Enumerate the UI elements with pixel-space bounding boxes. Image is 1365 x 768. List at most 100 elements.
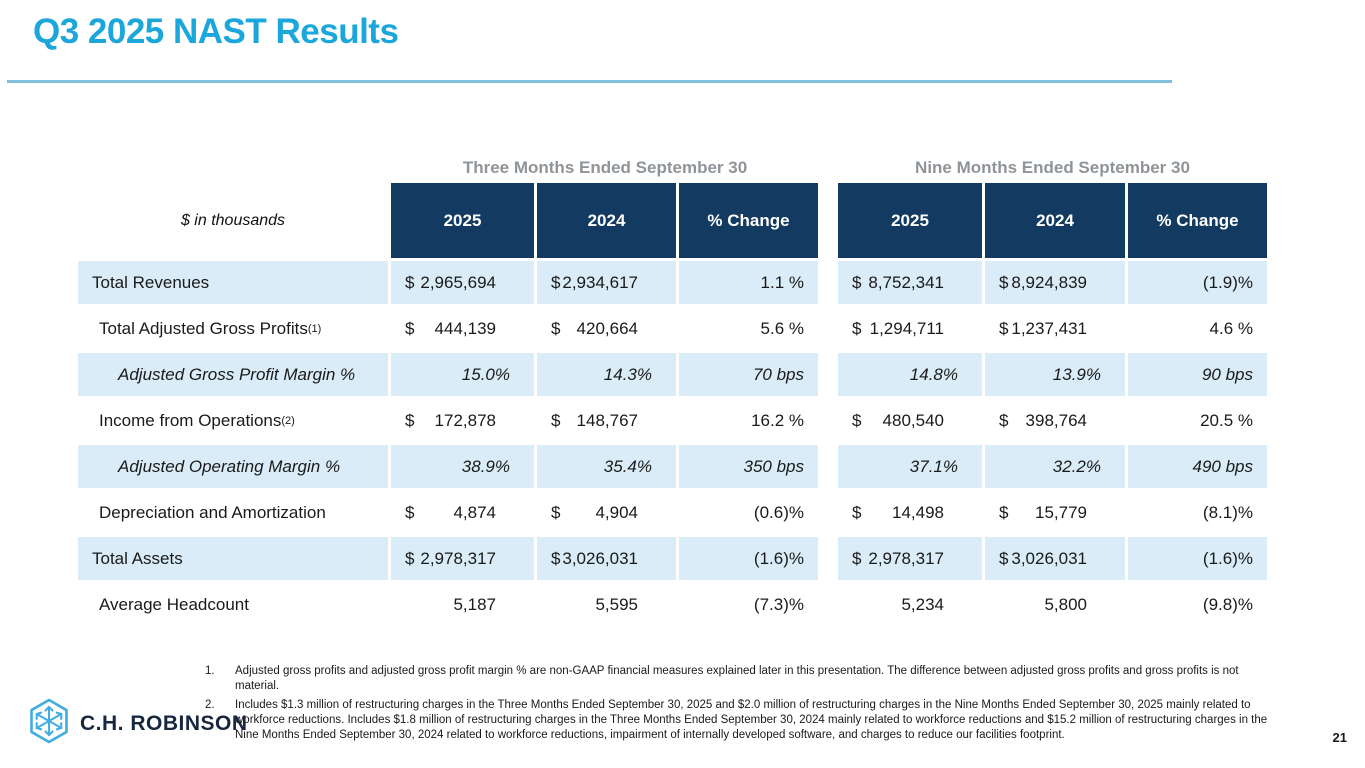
cell-nm-2024: $398,764 [985,399,1125,442]
cell-nm-2024: $15,779 [985,491,1125,534]
col-header-nm-2025: 2025 [838,183,982,258]
cell-tm-2025: 15.0% [391,353,534,396]
col-header-tm-2025: 2025 [391,183,534,258]
cell-tm-2024: $420,664 [537,307,676,350]
cell-value: 16.2 % [751,410,804,430]
cell-value: (1.9)% [1202,272,1253,292]
section-gap [821,353,835,396]
cell-tm-change: (7.3)% [679,583,818,626]
cell-value: 38.9% [461,456,510,476]
cell-value: (8.1)% [1202,502,1253,522]
currency-symbol: $ [852,318,862,338]
cell-nm-change: (8.1)% [1128,491,1267,534]
cell-value: 420,664 [576,318,638,338]
currency-symbol: $ [551,502,561,522]
cell-nm-change: (1.9)% [1128,261,1267,304]
cell-tm-change: 350 bps [679,445,818,488]
cell-nm-2025: 5,234 [838,583,982,626]
row-label-text: Adjusted Gross Profit Margin % [118,364,356,384]
section-gap [821,445,835,488]
cell-value: 4,904 [595,502,638,522]
cell-tm-2025: $2,978,317 [391,537,534,580]
footnote-1: 1. Adjusted gross profits and adjusted g… [205,664,1275,694]
currency-symbol: $ [551,318,561,338]
cell-value: 2,965,694 [420,272,496,292]
cell-nm-2024: $1,237,431 [985,307,1125,350]
footnote-number: 1. [205,665,215,677]
currency-symbol: $ [999,502,1009,522]
row-label-text: Total Revenues [92,272,210,292]
cell-nm-2025: $1,294,711 [838,307,982,350]
cell-value: 5.6 % [760,318,804,338]
cell-nm-2024: 13.9% [985,353,1125,396]
cell-nm-2024: $3,026,031 [985,537,1125,580]
row-label-text: Total Adjusted Gross Profits [99,318,308,338]
cell-value: 32.2% [1052,456,1101,476]
cell-nm-2025: $2,978,317 [838,537,982,580]
row-label-text: Average Headcount [99,594,249,614]
group-header-three-months: Three Months Ended September 30 [462,158,748,177]
currency-symbol: $ [999,548,1009,568]
currency-symbol: $ [999,318,1009,338]
col-header-nm-change: % Change [1128,183,1267,258]
cell-value: 90 bps [1201,364,1253,384]
cell-nm-2024: 5,800 [985,583,1125,626]
cell-value: 35.4% [603,456,652,476]
cell-nm-2024: $8,924,839 [985,261,1125,304]
currency-symbol: $ [852,548,862,568]
footnote-number: 2. [205,699,215,711]
cell-nm-2025: 37.1% [838,445,982,488]
cell-value: (1.6)% [1202,548,1253,568]
cell-nm-change: (1.6)% [1128,537,1267,580]
cell-nm-change: 20.5 % [1128,399,1267,442]
row-label-text: Adjusted Operating Margin % [118,456,341,476]
cell-nm-change: 90 bps [1128,353,1267,396]
currency-symbol: $ [852,272,862,292]
cell-value: (1.6)% [753,548,804,568]
cell-tm-2025: $4,874 [391,491,534,534]
footnote-2: 2. Includes $1.3 million of restructurin… [205,698,1275,743]
footnotes: 1. Adjusted gross profits and adjusted g… [205,664,1275,747]
cell-nm-change: 490 bps [1128,445,1267,488]
logo-wordmark: C.H. ROBINSON [80,711,248,735]
cell-tm-2024: $2,934,617 [537,261,676,304]
cell-value: 4,874 [453,502,496,522]
results-table: $ in thousands 2025 2024 % Change 2025 2… [78,183,1267,626]
cell-tm-change: 5.6 % [679,307,818,350]
cell-value: 3,026,031 [562,548,638,568]
cell-tm-change: 70 bps [679,353,818,396]
section-gap [821,537,835,580]
page-number: 21 [1332,730,1347,745]
cell-value: 480,540 [882,410,944,430]
cell-tm-2024: $4,904 [537,491,676,534]
cell-value: 15.0% [461,364,510,384]
cell-nm-2024: 32.2% [985,445,1125,488]
cell-value: 5,595 [595,594,638,614]
cell-value: 490 bps [1192,456,1254,476]
cell-value: 8,752,341 [868,272,944,292]
row-label: Total Assets [78,537,388,580]
row-label: Income from Operations (2) [78,399,388,442]
cell-value: 172,878 [434,410,496,430]
row-label: Total Adjusted Gross Profits (1) [78,307,388,350]
currency-symbol: $ [551,548,561,568]
section-gap [821,183,835,258]
row-label-text: Income from Operations [99,410,282,430]
currency-symbol: $ [852,502,862,522]
cell-value: 2,934,617 [562,272,638,292]
cell-value: 1.1 % [760,272,804,292]
hexagon-arrows-logo-icon [28,698,70,749]
currency-symbol: $ [999,272,1009,292]
section-gap [821,583,835,626]
cell-value: 5,800 [1044,594,1087,614]
cell-value: 8,924,839 [1011,272,1087,292]
cell-tm-2025: $2,965,694 [391,261,534,304]
cell-value: 398,764 [1025,410,1087,430]
cell-value: 14.8% [909,364,958,384]
cell-value: 148,767 [576,410,638,430]
cell-nm-2025: 14.8% [838,353,982,396]
row-label: Total Revenues [78,261,388,304]
row-label-text: Depreciation and Amortization [99,502,326,522]
cell-tm-2025: $444,139 [391,307,534,350]
